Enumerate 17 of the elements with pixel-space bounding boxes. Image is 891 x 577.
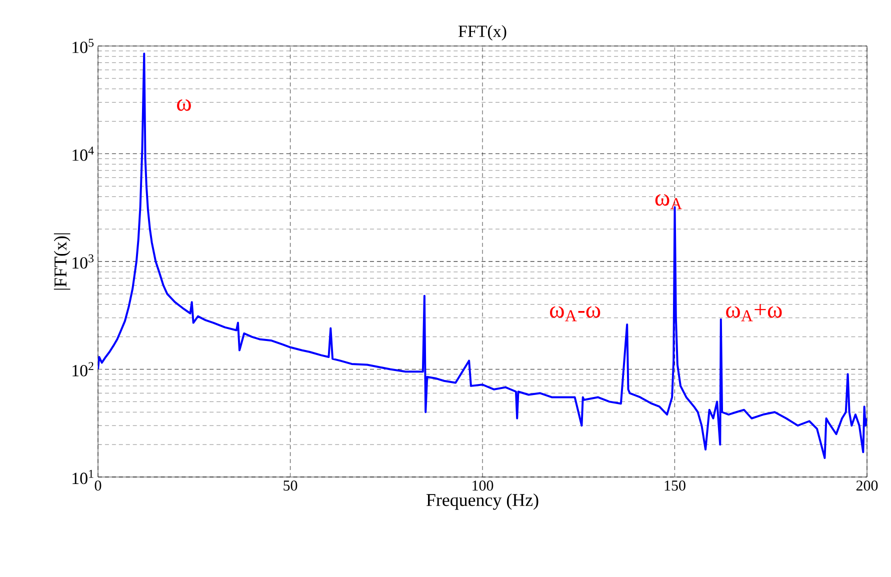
annotation: ω$_{A}$-ω [550, 306, 600, 322]
y-tick-label: 10$^{5}$ [72, 38, 94, 54]
x-axis-title: Frequency (Hz) [426, 493, 538, 510]
annotation: ω$_{A}$+ω [726, 304, 782, 322]
x-tick-label: 200 [856, 480, 878, 491]
y-tick-label: 10$^{1}$ [72, 470, 94, 484]
annotation: ω [177, 99, 191, 111]
x-tick-label: 50 [284, 480, 298, 491]
x-tick-label: 100 [472, 480, 494, 491]
chart-title: FFT(x) [458, 25, 506, 40]
annotation: ω$_{A}$ [655, 194, 682, 210]
x-tick-label: 0 [94, 480, 102, 491]
y-tick-label: 10$^{3}$ [72, 254, 94, 269]
x-tick-label: 150 [664, 480, 686, 491]
y-tick-label: 10$^{2}$ [72, 362, 94, 376]
y-tick-label: 10$^{4}$ [72, 146, 94, 161]
y-axis-title: |FFT(x)| [54, 233, 70, 290]
